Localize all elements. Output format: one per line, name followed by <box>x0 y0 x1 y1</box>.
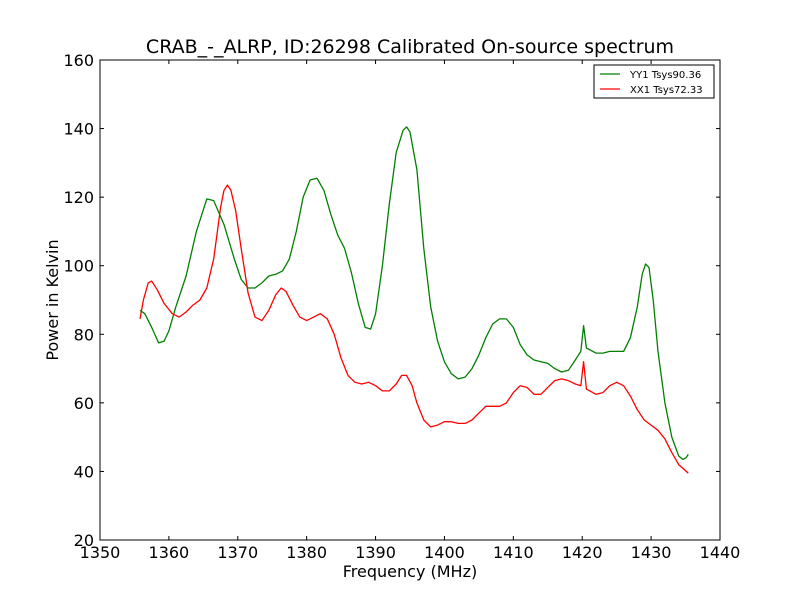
x-tick-label: 1380 <box>286 543 327 562</box>
chart-title: CRAB_-_ALRP, ID:26298 Calibrated On-sour… <box>146 36 674 58</box>
legend-box <box>593 64 715 99</box>
x-tick-label: 1370 <box>217 543 258 562</box>
legend-label-yy1: YY1 Tsys90.36 <box>629 70 701 81</box>
y-tick-label: 100 <box>63 257 94 276</box>
y-tick-label: 140 <box>63 120 94 139</box>
tick-layer: 1350 1360 1370 1380 1390 1400 1410 1420 1430 1440… <box>63 51 740 562</box>
x-tick-label: 1390 <box>355 543 396 562</box>
x-tick-label: 1430 <box>631 543 672 562</box>
x-axis-label: Frequency (MHz) <box>343 562 477 581</box>
series-layer <box>139 126 689 474</box>
legend: YY1 Tsys90.36 XX1 Tsys72.33 <box>593 64 715 99</box>
series-line-0 <box>139 126 689 461</box>
legend-label-xx1: XX1 Tsys72.33 <box>630 85 703 96</box>
y-tick-label: 20 <box>74 531 94 550</box>
y-tick-label: 40 <box>74 462 94 481</box>
y-tick-label: 160 <box>63 51 94 70</box>
x-tick-label: 1360 <box>149 543 190 562</box>
y-tick-label: 120 <box>63 188 94 207</box>
x-tick-label: 1420 <box>562 543 603 562</box>
y-axis-label: Power in Kelvin <box>43 239 62 360</box>
x-tick-label: 1410 <box>493 543 534 562</box>
series-line-1 <box>139 184 689 474</box>
x-tick-label: 1400 <box>424 543 465 562</box>
x-tick-label: 1440 <box>700 543 741 562</box>
plot-frame <box>99 59 721 541</box>
x-tick-label: 1350 <box>80 543 121 562</box>
y-tick-label: 80 <box>74 325 94 344</box>
y-tick-label: 60 <box>74 394 94 413</box>
